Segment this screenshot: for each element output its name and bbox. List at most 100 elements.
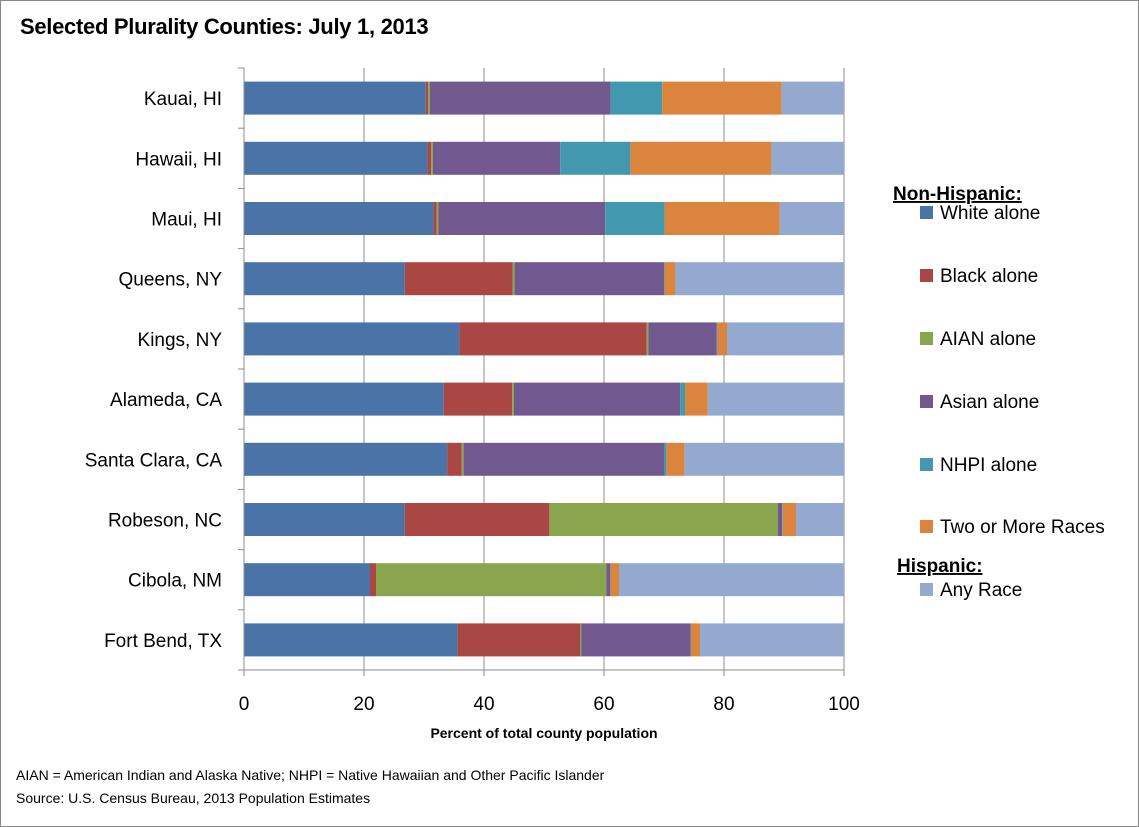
bar-segment xyxy=(717,322,727,356)
footnote: AIAN = American Indian and Alaska Native… xyxy=(16,767,605,783)
bar-segment xyxy=(244,442,448,476)
bar-segment xyxy=(244,262,405,296)
category-label: Santa Clara, CA xyxy=(85,450,223,471)
x-tick-label: 20 xyxy=(353,694,374,715)
bar-segment xyxy=(605,202,665,235)
x-tick-label: 80 xyxy=(713,694,734,715)
bar-segment xyxy=(610,81,663,115)
bar-segment xyxy=(244,563,370,597)
bar-segment xyxy=(459,322,647,356)
bar-segment xyxy=(447,442,462,476)
bar-segment xyxy=(404,503,550,536)
legend-swatch xyxy=(920,520,933,533)
bar-segment xyxy=(779,202,844,235)
bar-segment xyxy=(443,382,513,416)
source-note: Source: U.S. Census Bureau, 2013 Populat… xyxy=(16,790,371,806)
bar-segment xyxy=(438,202,606,235)
legend-swatch xyxy=(920,332,933,345)
bar-segment xyxy=(549,503,778,536)
bar-segment xyxy=(664,202,780,235)
legend-label: Any Race xyxy=(940,580,1022,601)
bar-segment xyxy=(244,322,460,356)
bar-segment xyxy=(457,623,580,657)
category-labels: Kauai, HI Hawaii, HI Maui, HI Queens, NY Kin… xyxy=(85,89,223,652)
bar-segment xyxy=(512,382,514,416)
bar-segment xyxy=(428,81,430,115)
bars xyxy=(244,81,844,657)
bar-segment xyxy=(664,262,676,296)
bar-segment xyxy=(512,262,515,296)
chart-title: Selected Plurality Counties: July 1, 201… xyxy=(20,14,429,39)
bar-segment xyxy=(700,623,844,657)
x-tick-label: 0 xyxy=(239,694,250,715)
legend-label: Asian alone xyxy=(940,392,1039,413)
bar-segment xyxy=(436,202,439,235)
bar-segment xyxy=(463,442,664,476)
bar-segment xyxy=(433,141,561,175)
legend-group-nonhispanic: Non-Hispanic: xyxy=(893,184,1022,205)
legend-swatch xyxy=(920,583,933,596)
category-label: Fort Bend, TX xyxy=(104,631,222,652)
bar-segment xyxy=(514,262,664,296)
bar-segment xyxy=(782,503,796,536)
category-label: Queens, NY xyxy=(119,270,223,291)
bar-segment xyxy=(244,202,434,235)
bar-segment xyxy=(666,442,685,476)
bar-segment xyxy=(433,202,437,235)
bar-segment xyxy=(664,442,667,476)
bar-segment xyxy=(244,81,426,115)
bar-segment xyxy=(691,623,700,657)
bar-segment xyxy=(684,442,844,476)
x-tick-label: 60 xyxy=(593,694,614,715)
bar-segment xyxy=(580,623,582,657)
bar-segment xyxy=(648,322,717,356)
bar-segment xyxy=(610,563,619,597)
bar-segment xyxy=(581,623,691,657)
category-label: Maui, HI xyxy=(151,210,222,231)
category-label: Kauai, HI xyxy=(144,89,222,110)
bar-segment xyxy=(675,262,844,296)
legend-swatch xyxy=(920,458,933,471)
bar-segment xyxy=(646,322,649,356)
bar-segment xyxy=(716,322,718,356)
category-label: Alameda, CA xyxy=(110,390,222,411)
bar-segment xyxy=(771,141,844,175)
legend-label: AIAN alone xyxy=(940,329,1036,350)
bar-segment xyxy=(662,81,782,115)
x-tick-label: 100 xyxy=(828,694,860,715)
legend-swatch xyxy=(920,395,933,408)
bar-segment xyxy=(796,503,844,536)
bar-segment xyxy=(690,623,691,657)
bar-segment xyxy=(244,623,458,657)
category-label: Hawaii, HI xyxy=(135,149,222,170)
category-label: Robeson, NC xyxy=(108,511,222,532)
bar-segment xyxy=(619,563,844,597)
bar-segment xyxy=(431,141,433,175)
legend-swatch xyxy=(920,206,933,219)
legend-swatch xyxy=(920,269,933,282)
bar-segment xyxy=(244,503,405,536)
bar-segment xyxy=(606,563,610,597)
bar-segment xyxy=(370,563,376,597)
legend-label: Black alone xyxy=(940,266,1038,287)
x-tick-label: 40 xyxy=(473,694,494,715)
axes xyxy=(238,67,845,676)
legend-label: White alone xyxy=(940,203,1040,224)
bar-segment xyxy=(425,81,429,115)
x-axis-label: Percent of total county population xyxy=(430,725,657,741)
bar-segment xyxy=(376,563,607,597)
bar-segment xyxy=(630,141,772,175)
bar-segment xyxy=(404,262,513,296)
bar-segment xyxy=(727,322,844,356)
legend-label: Two or More Races xyxy=(940,517,1105,538)
bar-segment xyxy=(778,503,783,536)
bar-segment xyxy=(610,563,611,597)
legend-items: White alone Black alone AIAN alone Asian al… xyxy=(920,203,1105,601)
bar-segment xyxy=(461,442,464,476)
tick-labels: 0 20 40 60 80 100 xyxy=(239,694,860,715)
bar-segment xyxy=(560,141,631,175)
bar-segment xyxy=(244,382,444,416)
bar-segment xyxy=(685,382,708,416)
bar-segment xyxy=(430,81,611,115)
